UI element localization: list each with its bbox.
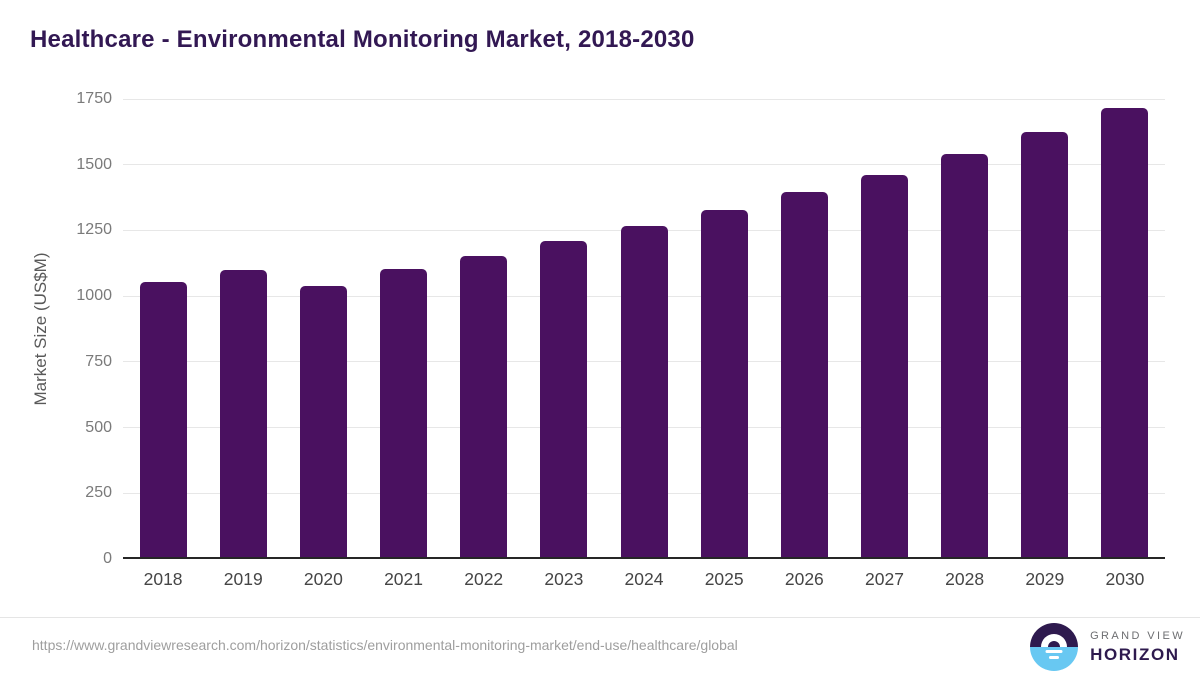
x-tick-label-2029: 2029 <box>1025 569 1065 589</box>
bar-2022[interactable] <box>460 255 508 557</box>
y-tick-label-250: 250 <box>85 484 112 502</box>
bar-2024[interactable] <box>620 226 668 557</box>
x-tick-label-2027: 2027 <box>865 569 904 589</box>
bar-2029[interactable] <box>1021 131 1069 557</box>
bar-slot-2019 <box>203 99 283 557</box>
bar-slot-2021 <box>363 99 443 557</box>
sun-reflection-bar <box>1049 655 1060 659</box>
y-tick-label-0: 0 <box>103 550 112 567</box>
x-tick-label-2021: 2021 <box>384 569 424 589</box>
bar-slot-2028 <box>925 99 1005 557</box>
page-title: Healthcare - Environmental Monitoring Ma… <box>30 26 695 53</box>
y-tick-label-750: 750 <box>85 352 112 370</box>
x-tick-label-2019: 2019 <box>223 569 263 589</box>
x-tick-label-2026: 2026 <box>784 569 824 589</box>
sun-arc-hole <box>1048 641 1061 647</box>
bar-2020[interactable] <box>299 286 347 557</box>
bar-2028[interactable] <box>941 154 989 557</box>
logo-text: GRAND VIEW HORIZON <box>1090 630 1185 665</box>
sun-arc-shape <box>1041 634 1068 647</box>
chart-area: Market Size (US$M) 0 250 500 750 1000 1250 150… <box>0 90 1200 567</box>
x-tick-label-2018: 2018 <box>143 569 183 589</box>
bar-2030[interactable] <box>1101 107 1149 557</box>
logo-product-name: HORIZON <box>1090 644 1180 664</box>
plot-area <box>123 98 1165 559</box>
gridline-1500 <box>123 164 1165 166</box>
bar-slot-2029 <box>1005 99 1085 557</box>
y-tick-label-1250: 1250 <box>76 221 112 239</box>
x-tick-label-2028: 2028 <box>945 569 985 589</box>
bar-slot-2018 <box>123 99 203 557</box>
sun-reflection-bar <box>1045 649 1063 653</box>
x-tick-label-2025: 2025 <box>704 569 744 589</box>
bar-slot-2026 <box>764 99 844 557</box>
x-tick-label-2022: 2022 <box>464 569 504 589</box>
bar-2019[interactable] <box>219 269 267 557</box>
bar-series <box>123 99 1165 557</box>
source-url: https://www.grandviewresearch.com/horizo… <box>32 637 738 653</box>
bar-slot-2024 <box>604 99 684 557</box>
x-tick-label-2023: 2023 <box>544 569 584 589</box>
y-tick-label-1750: 1750 <box>76 90 112 107</box>
bar-slot-2030 <box>1085 99 1165 557</box>
bar-2027[interactable] <box>860 174 908 557</box>
bar-slot-2025 <box>684 99 764 557</box>
bar-2023[interactable] <box>540 241 588 557</box>
y-tick-label-1500: 1500 <box>76 155 112 173</box>
logo-brand-name: GRAND VIEW <box>1090 629 1185 642</box>
footer: https://www.grandviewresearch.com/horizo… <box>0 617 1200 675</box>
bar-2026[interactable] <box>780 192 828 557</box>
bar-slot-2022 <box>444 99 524 557</box>
horizon-sun-icon <box>1030 623 1079 671</box>
gridline-1750 <box>123 98 1165 100</box>
bar-slot-2020 <box>283 99 363 557</box>
x-tick-label-2024: 2024 <box>624 569 664 589</box>
grand-view-horizon-logo: GRAND VIEW HORIZON <box>1030 623 1185 671</box>
bar-2021[interactable] <box>380 268 428 557</box>
bar-2025[interactable] <box>700 209 748 557</box>
x-tick-label-2020: 2020 <box>303 569 343 589</box>
bar-slot-2023 <box>524 99 604 557</box>
x-axis-ticks: 2018 2019 2020 2021 2022 2023 2024 2025 2026 2027… <box>123 569 1165 590</box>
x-tick-label-2030: 2030 <box>1105 569 1145 589</box>
y-tick-label-1000: 1000 <box>76 287 112 305</box>
y-tick-label-500: 500 <box>85 418 112 436</box>
bar-slot-2027 <box>844 99 924 557</box>
y-axis-ticks: 0 250 500 750 1000 1250 1500 1750 <box>0 90 112 567</box>
bar-2018[interactable] <box>139 282 187 557</box>
